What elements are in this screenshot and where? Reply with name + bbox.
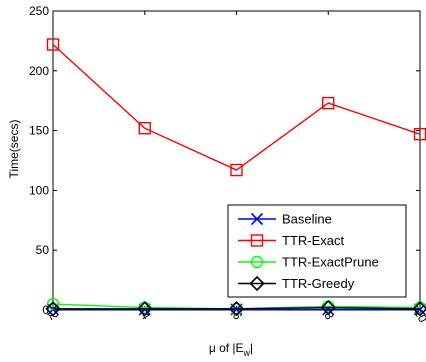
data-point-ttr-greedy	[137, 301, 153, 317]
y-axis-ticks: 0 50 100 150 200 250	[29, 4, 420, 317]
legend: Baseline TTR-Exact TTR-ExactPrune TTR-Greed…	[227, 204, 407, 298]
y-tick-label: 200	[29, 64, 49, 78]
series-ttr-greedy	[45, 299, 426, 317]
legend-label: Baseline	[282, 212, 332, 227]
data-point-ttr-greedy	[320, 299, 336, 316]
y-axis-label: Time(secs)	[7, 120, 21, 179]
data-point-ttr-greedy	[412, 301, 426, 317]
legend-entry-ttr-exact: TTR-Exact	[238, 233, 345, 248]
data-point-ttr-exact	[230, 163, 243, 177]
data-point-ttr-exact	[46, 38, 60, 51]
legend-marker-baseline	[250, 212, 264, 226]
y-tick-label: 150	[29, 124, 49, 138]
legend-entry-baseline: Baseline	[238, 212, 332, 227]
legend-label: TTR-Greedy	[282, 276, 355, 291]
y-tick-label: 100	[29, 183, 49, 197]
legend-marker-ttr-exactprune	[250, 255, 264, 269]
data-point-ttr-exact	[322, 96, 335, 110]
series-layer	[45, 38, 426, 317]
series-line-ttr-exact	[52, 43, 421, 171]
y-tick-label: 0	[42, 303, 49, 317]
legend-marker-ttr-exact	[250, 234, 264, 247]
x-axis-label: μ of |Ew|	[209, 341, 253, 358]
legend-entry-ttr-greedy: TTR-Greedy	[238, 275, 355, 292]
legend-marker-ttr-greedy	[249, 275, 265, 292]
series-line-ttr-greedy	[53, 306, 421, 310]
data-point-ttr-greedy	[228, 301, 245, 317]
data-point-ttr-exact	[138, 122, 151, 135]
y-tick-label: 250	[29, 4, 49, 18]
y-tick-label: 50	[36, 243, 50, 257]
data-point-ttr-exactprune	[46, 297, 60, 311]
x-axis-label-subscript: w	[243, 348, 251, 358]
legend-label: TTR-ExactPrune	[282, 255, 379, 270]
data-point-ttr-greedy	[45, 301, 61, 317]
legend-label: TTR-Exact	[282, 233, 345, 248]
legend-entry-ttr-exactprune: TTR-ExactPrune	[238, 255, 379, 270]
